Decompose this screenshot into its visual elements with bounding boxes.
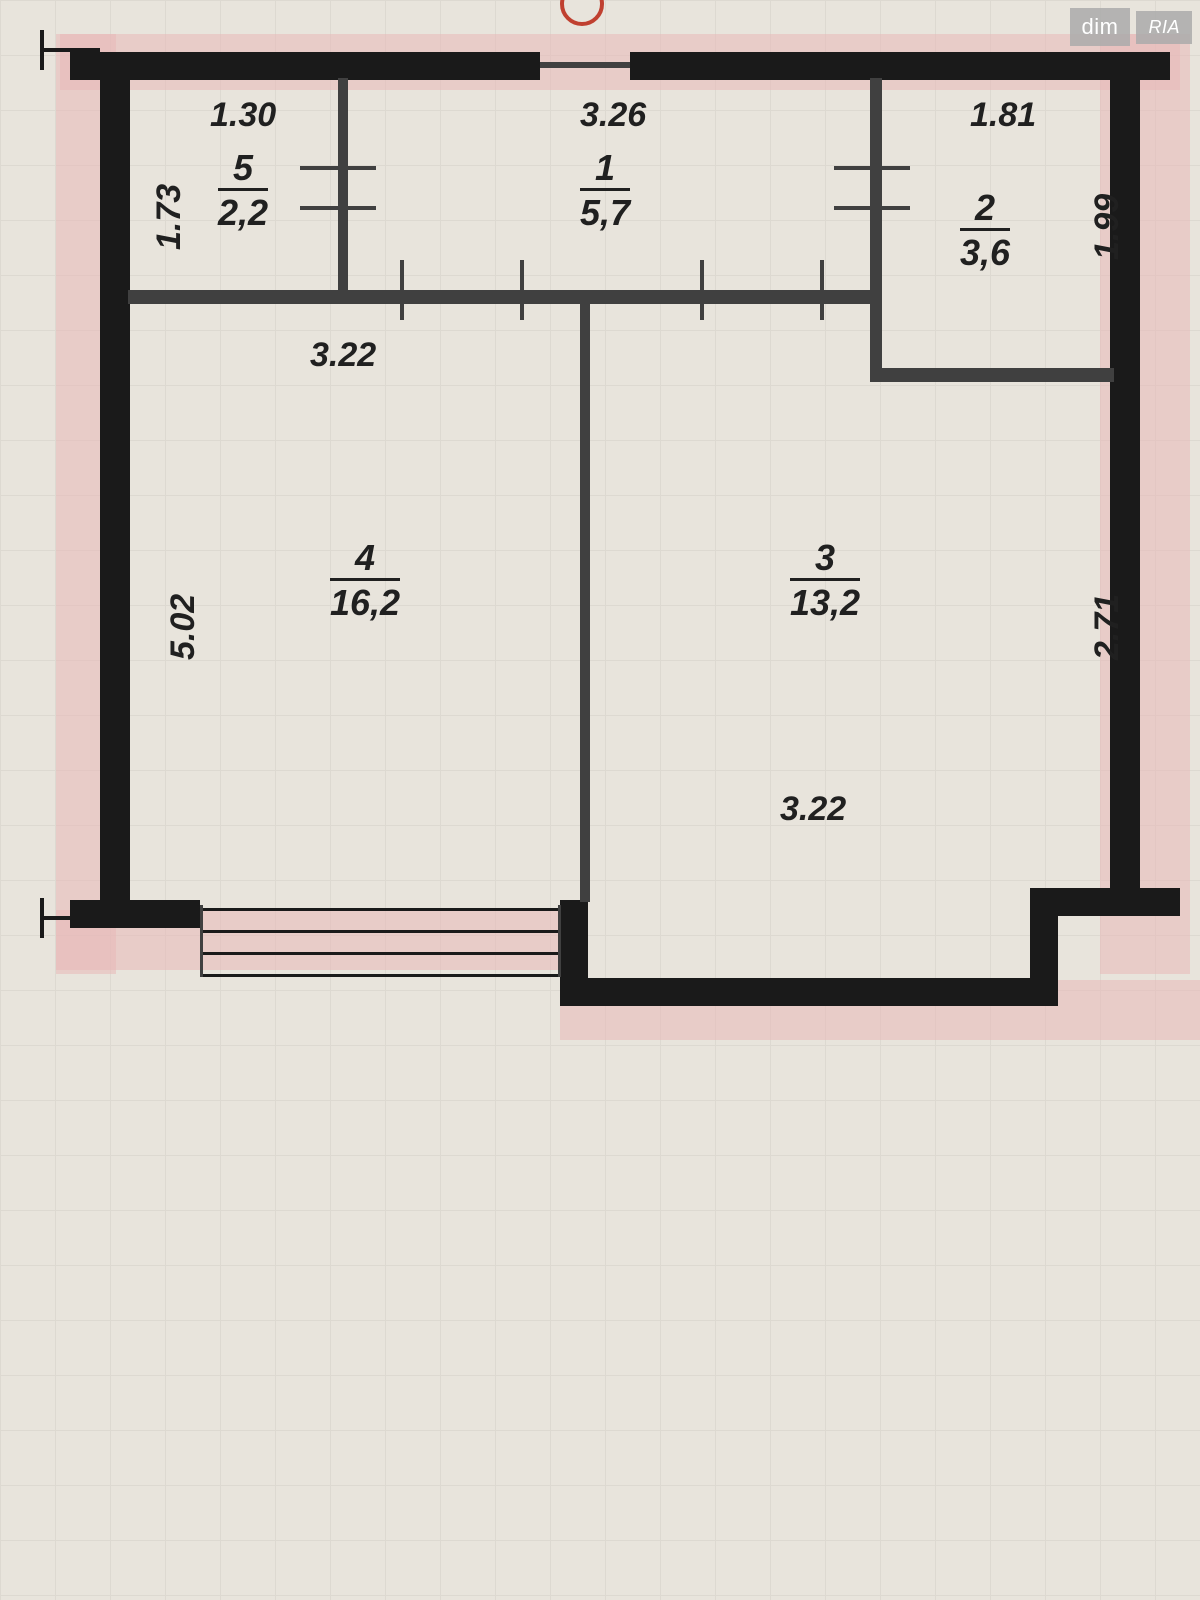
dim-right-upper: 1.99 [1088,194,1127,260]
dim-mid-left: 3.22 [310,336,376,375]
door-tick-c [834,166,910,170]
wall-bottom-left [70,900,200,928]
door-tick-a [300,166,376,170]
dim-top-right: 1.81 [970,96,1036,135]
dim-top-left: 1.30 [210,96,276,135]
wall-top-right [630,52,1170,80]
tick-left-top [40,48,100,52]
stair-1 [200,908,560,911]
room-4-label: 4 16,2 [330,540,400,623]
dim-top-mid: 3.26 [580,96,646,135]
room-2-id: 2 [960,190,1010,231]
partition-5-1 [338,78,348,292]
dim-right-lower: 2.71 [1088,594,1127,660]
partition-room2-left [870,78,882,380]
door-upper-3 [700,260,704,320]
room-5-id: 5 [218,150,268,191]
wall-step-vert [560,900,588,1000]
room-3-area: 13,2 [790,581,860,623]
floor-plan-canvas: 1.30 3.26 1.81 1.73 1.99 3.22 5.02 2.71 … [0,0,1200,1600]
watermark: dim RIA [1070,8,1192,46]
dim-bottom-right: 3.22 [780,790,846,829]
room-5-label: 5 2,2 [218,150,268,233]
tick-left-bot [40,916,100,920]
room-4-area: 16,2 [330,581,400,623]
room-1-area: 5,7 [580,191,630,233]
room-1-label: 1 5,7 [580,150,630,233]
room-2-area: 3,6 [960,231,1010,273]
partition-upper-horiz [128,290,870,304]
room-3-label: 3 13,2 [790,540,860,623]
door-upper-2 [520,260,524,320]
door-upper-1 [400,260,404,320]
tick-left-bot-v [40,898,44,938]
wall-top-left [70,52,540,80]
watermark-brand: dim [1070,8,1131,46]
door-tick-b [300,206,376,210]
room-2-label: 2 3,6 [960,190,1010,273]
wall-left-upper [100,52,130,902]
stair-4 [200,974,560,977]
dim-left-lower: 5.02 [164,594,203,660]
window-top [540,62,630,68]
room-4-id: 4 [330,540,400,581]
stair-side-left [200,905,203,977]
room-5-area: 2,2 [218,191,268,233]
door-tick-d [834,206,910,210]
wall-bottom-mid [560,978,1030,1006]
door-upper-4 [820,260,824,320]
dim-left-upper: 1.73 [150,184,189,250]
partition-room2-bottom [870,368,1114,382]
partition-4-3 [580,302,590,902]
tick-left-top-v [40,30,44,70]
stair-side-right [558,905,561,977]
watermark-site: RIA [1136,11,1192,44]
room-3-id: 3 [790,540,860,581]
room-1-id: 1 [580,150,630,191]
stair-2 [200,930,560,933]
wall-bottom-right-vert [1030,888,1058,1006]
stair-3 [200,952,560,955]
